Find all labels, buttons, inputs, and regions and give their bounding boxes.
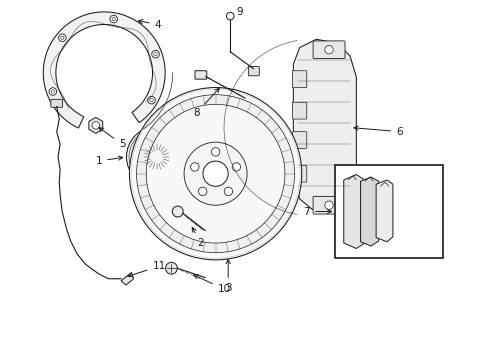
FancyBboxPatch shape <box>293 132 307 148</box>
Circle shape <box>175 154 180 159</box>
Circle shape <box>325 201 333 210</box>
Circle shape <box>150 99 153 102</box>
Circle shape <box>184 142 247 205</box>
Text: 3: 3 <box>225 260 231 293</box>
Circle shape <box>211 148 220 156</box>
Circle shape <box>166 262 177 274</box>
Circle shape <box>169 139 174 145</box>
FancyBboxPatch shape <box>293 102 307 119</box>
Circle shape <box>137 95 294 253</box>
Circle shape <box>148 96 155 104</box>
Circle shape <box>191 163 199 171</box>
Circle shape <box>112 17 115 21</box>
Polygon shape <box>121 273 134 285</box>
Circle shape <box>152 50 159 58</box>
Circle shape <box>133 154 139 159</box>
Circle shape <box>154 53 157 56</box>
FancyBboxPatch shape <box>293 165 307 182</box>
FancyBboxPatch shape <box>248 67 259 76</box>
FancyBboxPatch shape <box>195 71 207 79</box>
Circle shape <box>139 169 145 175</box>
Circle shape <box>129 87 302 260</box>
Circle shape <box>154 133 159 139</box>
Text: 2: 2 <box>192 228 204 248</box>
Text: 7: 7 <box>303 207 332 216</box>
Text: 6: 6 <box>354 126 403 137</box>
Circle shape <box>61 36 64 39</box>
Text: 4: 4 <box>139 19 161 30</box>
FancyBboxPatch shape <box>313 41 345 59</box>
Circle shape <box>325 45 333 54</box>
Circle shape <box>139 139 145 145</box>
Circle shape <box>172 206 183 217</box>
Text: 8: 8 <box>194 88 219 118</box>
Circle shape <box>49 88 57 95</box>
Text: 5: 5 <box>99 127 125 149</box>
Text: 10: 10 <box>194 275 231 294</box>
Text: 1: 1 <box>96 156 122 166</box>
Polygon shape <box>376 180 393 242</box>
FancyBboxPatch shape <box>313 197 345 214</box>
Circle shape <box>198 187 207 195</box>
Circle shape <box>169 169 174 175</box>
Polygon shape <box>344 175 365 248</box>
FancyBboxPatch shape <box>335 165 442 258</box>
Polygon shape <box>89 117 103 133</box>
Circle shape <box>232 163 241 171</box>
Polygon shape <box>294 39 356 212</box>
Circle shape <box>126 127 187 187</box>
Text: 9: 9 <box>237 7 243 17</box>
Circle shape <box>92 122 99 129</box>
Circle shape <box>110 15 118 23</box>
Circle shape <box>224 187 233 195</box>
Circle shape <box>154 175 159 181</box>
Circle shape <box>59 34 66 41</box>
Circle shape <box>51 90 54 93</box>
FancyBboxPatch shape <box>51 99 63 107</box>
Circle shape <box>203 161 228 186</box>
Circle shape <box>146 104 285 243</box>
Polygon shape <box>43 12 165 128</box>
Text: 11: 11 <box>128 261 166 277</box>
Polygon shape <box>361 177 379 246</box>
Circle shape <box>226 12 234 20</box>
FancyBboxPatch shape <box>293 71 307 87</box>
